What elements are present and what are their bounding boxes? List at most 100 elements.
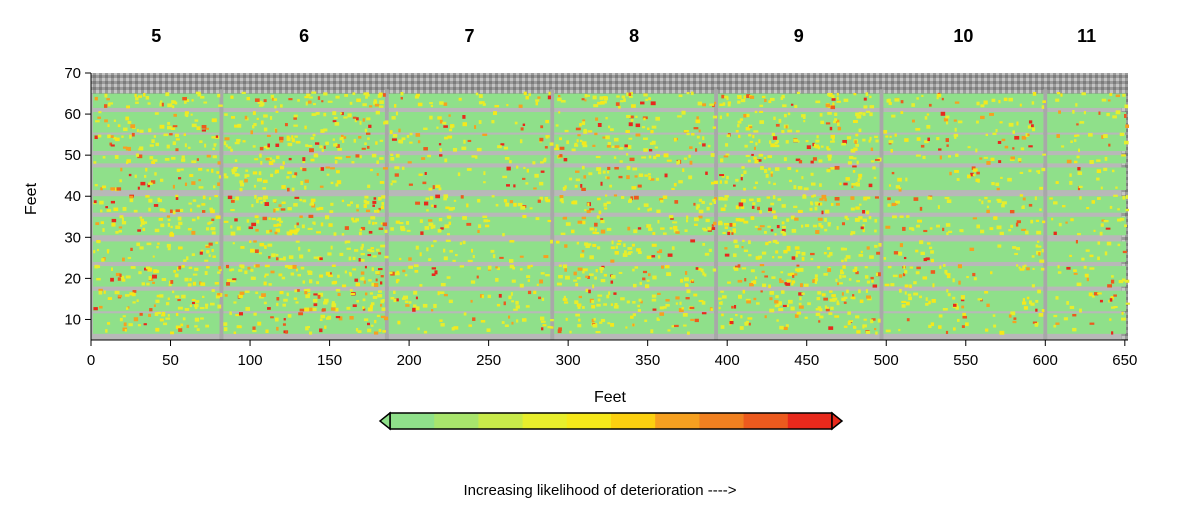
heat-cell (735, 130, 739, 133)
heat-cell (678, 308, 684, 313)
heat-cell (166, 243, 171, 248)
heat-cell (793, 205, 798, 209)
heat-cell (109, 142, 113, 146)
heat-cell (1016, 121, 1019, 126)
heat-cell (276, 155, 280, 159)
heat-cell (375, 278, 378, 282)
heat-cell (274, 208, 280, 211)
heat-cell (428, 187, 433, 191)
heat-cell (801, 176, 804, 180)
heat-cell (783, 113, 787, 118)
heat-cell (377, 95, 382, 98)
heat-cell (370, 168, 373, 172)
heat-cell (802, 116, 806, 120)
heat-cell (792, 274, 795, 278)
heat-cell (637, 304, 641, 308)
deck-panel (717, 290, 880, 312)
heat-cell (255, 228, 259, 232)
heat-cell (796, 91, 800, 95)
heat-cell (229, 311, 232, 316)
heat-cell (832, 138, 835, 141)
heat-cell (911, 103, 915, 107)
heat-cell (1098, 111, 1101, 115)
heat-cell (324, 215, 330, 220)
heat-cell (1075, 239, 1078, 244)
heat-cell (279, 258, 283, 261)
heat-cell (129, 198, 134, 203)
heat-cell (406, 221, 410, 225)
heat-cell (372, 200, 377, 204)
heat-cell (946, 144, 949, 147)
heat-cell (295, 268, 298, 272)
heat-cell (379, 303, 383, 307)
heat-cell (985, 328, 989, 332)
heat-cell (252, 276, 256, 280)
heat-cell (237, 326, 242, 329)
heat-cell (312, 307, 317, 312)
heat-cell (610, 303, 613, 306)
heat-cell (814, 280, 818, 284)
heat-cell (398, 257, 402, 261)
heat-cell (108, 102, 114, 105)
heat-cell (451, 327, 455, 331)
heat-cell (122, 315, 126, 318)
heat-cell (254, 158, 259, 161)
heat-cell (227, 146, 232, 149)
heat-cell (293, 297, 298, 300)
heat-cell (167, 222, 171, 227)
heat-cell (1022, 298, 1026, 302)
heat-cell (625, 130, 630, 134)
heat-cell (1122, 195, 1126, 200)
heat-cell (990, 271, 993, 275)
heat-cell (358, 231, 362, 236)
heat-cell (310, 158, 315, 162)
heat-cell (151, 139, 155, 144)
heat-cell (409, 132, 413, 136)
heat-cell (390, 296, 395, 300)
heat-cell (351, 161, 355, 164)
heat-cell (966, 174, 971, 179)
heat-cell (862, 209, 866, 214)
heat-cell (842, 265, 846, 269)
heat-cell (107, 297, 113, 300)
x-tick-label: 200 (397, 352, 422, 369)
heat-cell (1077, 186, 1081, 191)
heat-cell (107, 322, 111, 325)
heat-cell (536, 283, 539, 286)
heat-cell (1026, 267, 1030, 271)
heat-cell (171, 100, 175, 104)
heat-cell (858, 111, 863, 115)
heat-cell (895, 185, 901, 189)
heat-cell (603, 202, 607, 207)
heat-cell (774, 167, 780, 171)
heat-cell (740, 177, 743, 181)
heat-cell (580, 183, 583, 188)
heat-cell (656, 317, 659, 321)
heat-cell (731, 222, 737, 227)
span-label: 7 (465, 26, 475, 46)
heat-cell (377, 290, 382, 293)
heat-cell (825, 103, 831, 108)
heat-cell (368, 220, 371, 225)
heat-cell (698, 142, 702, 145)
heat-cell (675, 231, 680, 234)
heat-cell (477, 198, 481, 203)
heat-cell (188, 202, 192, 205)
heat-cell (759, 225, 765, 228)
heat-cell (294, 230, 298, 235)
heat-cell (1037, 289, 1042, 294)
heat-cell (628, 122, 633, 127)
heat-cell (338, 316, 343, 321)
heat-cell (429, 196, 434, 200)
heat-cell (765, 173, 769, 178)
heat-cell (606, 145, 611, 148)
heat-cell (892, 274, 898, 278)
heat-cell (426, 209, 429, 212)
heat-cell (394, 298, 399, 302)
heat-cell (739, 326, 744, 330)
heat-cell (1101, 135, 1104, 139)
heat-cell (198, 179, 201, 182)
heat-cell (364, 92, 369, 95)
heat-cell (720, 325, 725, 329)
y-tick-label: 70 (64, 65, 81, 82)
